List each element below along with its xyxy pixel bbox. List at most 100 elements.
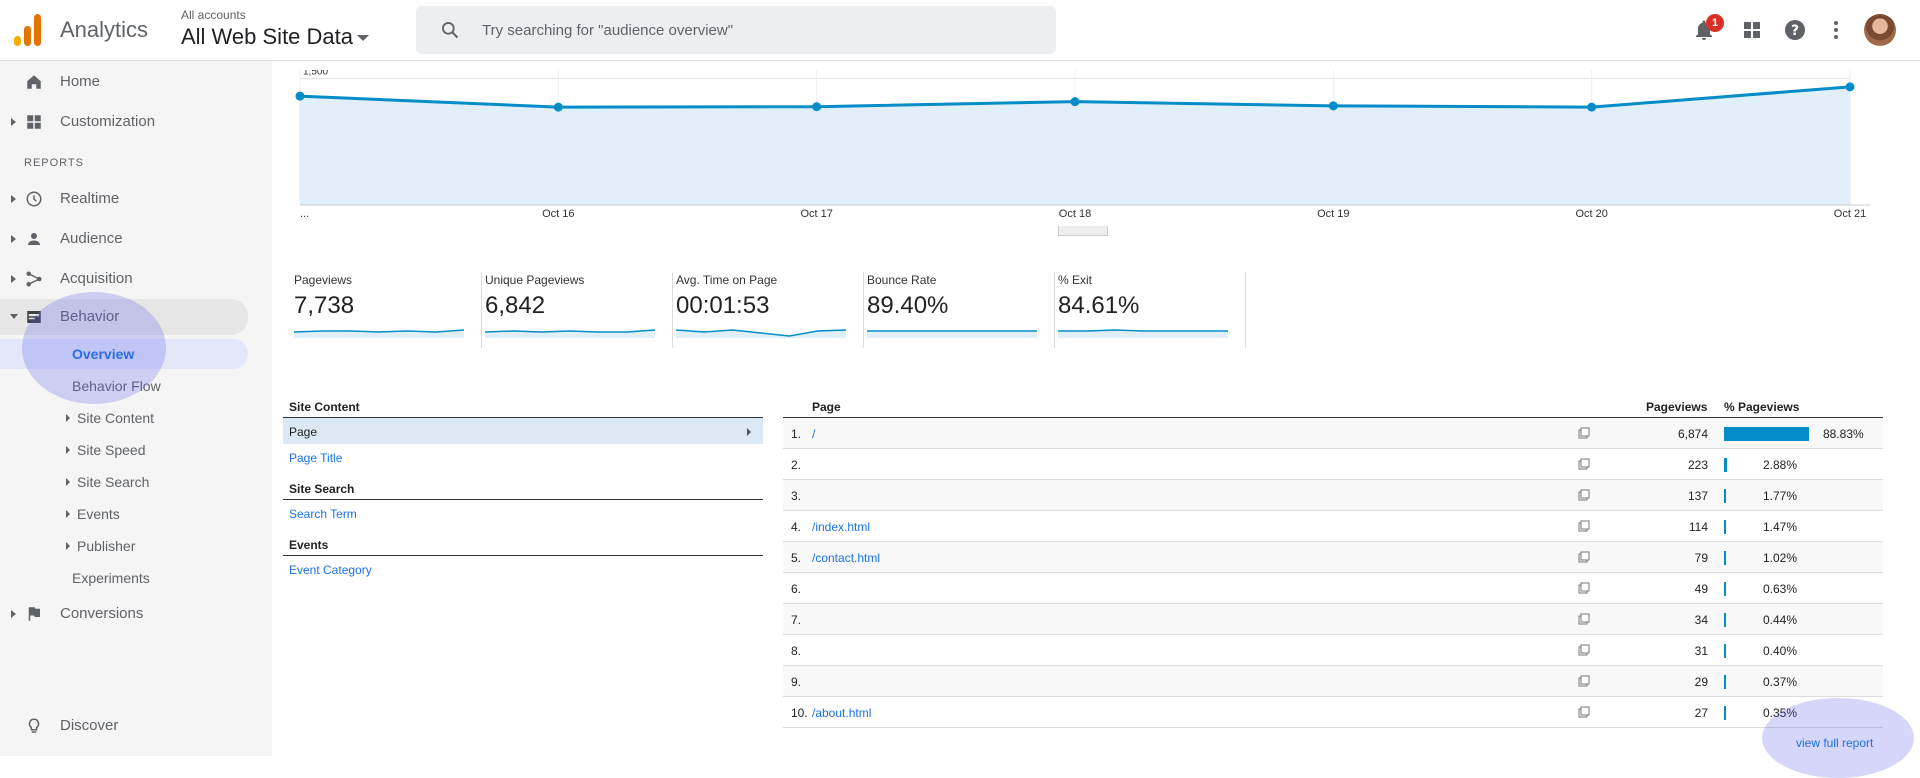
external-link-icon[interactable]: [1578, 582, 1590, 594]
scorecard[interactable]: Pageviews 7,738: [292, 272, 482, 348]
table-row[interactable]: 4. /index.html 114 1.47%: [783, 511, 1883, 542]
scorecard[interactable]: Unique Pageviews 6,842: [483, 272, 673, 348]
row-pageviews: 29: [1694, 675, 1708, 689]
table-row[interactable]: 8. 31 0.40%: [783, 635, 1883, 666]
dimension-event-category[interactable]: Event Category: [289, 563, 372, 577]
sidebar-item-conversions[interactable]: Conversions: [0, 597, 248, 631]
sidebar-item-behavior[interactable]: Behavior: [0, 299, 248, 335]
sidebar-item-behavior-flow[interactable]: Behavior Flow: [0, 371, 248, 401]
chevron-down-icon[interactable]: [357, 35, 369, 41]
avatar[interactable]: [1864, 14, 1896, 46]
expand-arrow-icon[interactable]: [66, 542, 70, 550]
table-row[interactable]: 6. 49 0.63%: [783, 573, 1883, 604]
help-icon[interactable]: ?: [1783, 18, 1807, 42]
notification-badge: 1: [1706, 14, 1724, 32]
chart-resize-handle[interactable]: [1058, 226, 1108, 236]
row-page-link[interactable]: /about.html: [812, 706, 872, 720]
sparkline-area: [867, 331, 1037, 338]
sidebar-item-label: Experiments: [72, 570, 150, 586]
top-pages-table: Page Pageviews % Pageviews 1. / 6,874 88…: [783, 396, 1883, 728]
sidebar-item-discover[interactable]: Discover: [0, 709, 248, 743]
data-point: [1845, 82, 1855, 92]
expand-arrow-icon[interactable]: [66, 446, 70, 454]
view-full-report-link[interactable]: view full report: [1796, 736, 1874, 750]
account-view-selector[interactable]: All Web Site Data: [181, 24, 354, 49]
row-page-link[interactable]: /index.html: [812, 520, 871, 534]
analytics-logo[interactable]: [14, 14, 42, 46]
sidebar-item-experiments[interactable]: Experiments: [0, 563, 248, 593]
external-link-icon[interactable]: [1578, 706, 1590, 718]
sidebar-item-site-search[interactable]: Site Search: [0, 467, 248, 497]
sidebar-item-overview[interactable]: Overview: [0, 339, 248, 369]
events-header: Events: [283, 534, 763, 556]
more-vert-icon[interactable]: [1824, 18, 1848, 42]
expand-arrow-icon[interactable]: [11, 118, 16, 126]
row-pct-pageviews: 1.02%: [1763, 551, 1798, 565]
row-index: 1.: [791, 427, 802, 441]
column-page: Page: [812, 400, 841, 414]
row-index: 8.: [791, 644, 802, 658]
external-link-icon[interactable]: [1578, 675, 1590, 687]
table-row[interactable]: 7. 34 0.44%: [783, 604, 1883, 635]
search-input[interactable]: [482, 18, 1022, 42]
table-row[interactable]: 1. / 6,874 88.83%: [783, 418, 1883, 449]
sidebar-item-events[interactable]: Events: [0, 499, 248, 529]
behavior-icon: [27, 311, 41, 323]
collapse-arrow-icon[interactable]: [10, 314, 18, 319]
sidebar-item-acquisition[interactable]: Acquisition: [0, 262, 248, 296]
external-link-icon[interactable]: [1578, 520, 1590, 532]
row-pct-bar: [1724, 706, 1726, 720]
sidebar-item-publisher[interactable]: Publisher: [0, 531, 248, 561]
row-page-link[interactable]: /: [812, 427, 816, 441]
scorecard-label: Bounce Rate: [867, 273, 937, 287]
row-index: 10.: [791, 706, 808, 720]
sidebar-item-realtime[interactable]: Realtime: [0, 182, 248, 216]
row-pct-pageviews: 0.63%: [1763, 582, 1798, 596]
row-page-link[interactable]: /contact.html: [812, 551, 881, 565]
sparkline: [485, 329, 655, 338]
table-row[interactable]: 3. 137 1.77%: [783, 480, 1883, 511]
row-pageviews: 31: [1694, 644, 1708, 658]
expand-arrow-icon[interactable]: [11, 275, 16, 283]
external-link-icon[interactable]: [1578, 489, 1590, 501]
table-row[interactable]: 2. 223 2.88%: [783, 449, 1883, 480]
sparkline-line: [676, 329, 846, 337]
expand-arrow-icon[interactable]: [11, 195, 16, 203]
expand-arrow-icon[interactable]: [66, 478, 70, 486]
expand-arrow-icon[interactable]: [11, 235, 16, 243]
row-pageviews: 223: [1687, 458, 1708, 472]
sidebar-item-label: Conversions: [60, 605, 144, 622]
external-link-icon[interactable]: [1578, 458, 1590, 470]
scorecard[interactable]: % Exit 84.61%: [1056, 272, 1246, 348]
expand-arrow-icon[interactable]: [11, 610, 16, 618]
sidebar-item-label: Home: [60, 73, 101, 90]
sidebar-item-label: Publisher: [77, 538, 136, 554]
sidebar-item-customization[interactable]: Customization: [0, 105, 248, 139]
table-row[interactable]: 9. 29 0.37%: [783, 666, 1883, 697]
divider: [1054, 272, 1055, 348]
external-link-icon[interactable]: [1578, 644, 1590, 656]
reports-header: REPORTS: [24, 157, 84, 169]
dimension-page[interactable]: Page: [283, 418, 763, 444]
table-row[interactable]: 5. /contact.html 79 1.02%: [783, 542, 1883, 573]
account-label[interactable]: All accounts: [181, 8, 246, 22]
dimension-page-title[interactable]: Page Title: [289, 451, 343, 465]
dimension-search-term[interactable]: Search Term: [289, 507, 357, 521]
scorecard[interactable]: Avg. Time on Page 00:01:53: [674, 272, 864, 348]
external-link-icon[interactable]: [1578, 427, 1590, 439]
external-link-icon[interactable]: [1578, 613, 1590, 625]
sidebar-item-site-content[interactable]: Site Content: [0, 403, 248, 433]
sidebar-item-audience[interactable]: Audience: [0, 222, 248, 256]
scorecard[interactable]: Bounce Rate 89.40%: [865, 272, 1055, 348]
sidebar-item-site-speed[interactable]: Site Speed: [0, 435, 248, 465]
search-box[interactable]: [416, 6, 1056, 54]
search-icon: [442, 22, 459, 39]
row-pct-pageviews: 0.44%: [1763, 613, 1798, 627]
expand-arrow-icon[interactable]: [66, 414, 70, 422]
sidebar-item-home[interactable]: Home: [0, 65, 248, 99]
apps-icon[interactable]: [1740, 18, 1764, 42]
external-link-icon[interactable]: [1578, 551, 1590, 563]
expand-arrow-icon[interactable]: [66, 510, 70, 518]
data-point: [1328, 101, 1338, 111]
table-row[interactable]: 10. /about.html 27 0.35%: [783, 697, 1883, 728]
